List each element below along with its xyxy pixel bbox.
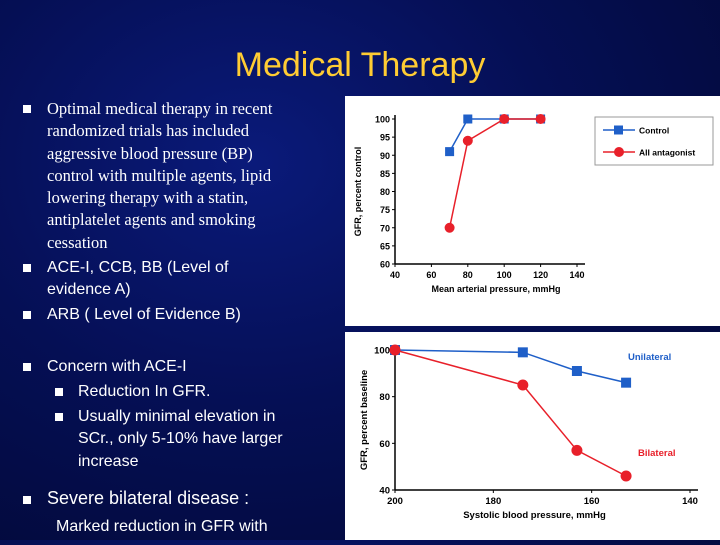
bullet-line: Marked reduction in GFR with bbox=[56, 518, 268, 535]
legend-marker bbox=[614, 147, 624, 157]
data-point bbox=[571, 366, 582, 376]
data-point bbox=[571, 444, 583, 456]
y-tick-label: 70 bbox=[380, 223, 390, 233]
bullet-marker bbox=[55, 413, 63, 421]
y-tick-label: 80 bbox=[379, 392, 390, 403]
slide-title: Medical Therapy bbox=[234, 46, 486, 84]
y-axis-label: GFR, percent control bbox=[353, 147, 363, 237]
bullet-line: Reduction In GFR. bbox=[78, 383, 211, 400]
bullet-marker bbox=[23, 264, 31, 272]
series-line-unilateral bbox=[394, 349, 627, 384]
series-line-bilateral bbox=[394, 349, 627, 477]
y-tick-label: 60 bbox=[379, 439, 390, 450]
series-label-unilateral: Unilateral bbox=[628, 352, 671, 363]
bullet-line: Concern with ACE-I bbox=[47, 358, 187, 375]
data-point bbox=[620, 470, 632, 482]
bullet-text: ACE-I, CCB, BB (Level of evidence A) bbox=[47, 257, 228, 302]
x-tick-label: 200 bbox=[387, 496, 403, 507]
y-tick-label: 75 bbox=[380, 205, 390, 215]
data-point bbox=[535, 114, 546, 124]
chart-panel-sbp: 40 60 80 100 200 180 160 140 Systolic blood pres… bbox=[345, 332, 720, 540]
bullet-marker bbox=[23, 496, 31, 504]
x-tick-label: 80 bbox=[463, 270, 473, 280]
data-point bbox=[499, 114, 510, 124]
y-tick-label: 100 bbox=[374, 346, 390, 357]
bullet-line: control with multiple agents, lipid bbox=[47, 165, 272, 185]
bullet-marker bbox=[23, 363, 31, 371]
y-tick-label: 85 bbox=[380, 169, 390, 179]
bullet-line: SCr., only 5-10% have larger bbox=[78, 430, 283, 448]
series-label-bilateral: Bilateral bbox=[638, 448, 676, 459]
bullet-marker bbox=[23, 105, 31, 113]
bullet-line: randomized trials has included bbox=[47, 121, 250, 141]
data-point bbox=[517, 347, 528, 358]
bullet-line: antiplatelet agents and smoking bbox=[47, 210, 256, 230]
bullet-line: aggressive blood pressure (BP) bbox=[47, 143, 253, 163]
legend-box bbox=[594, 116, 714, 166]
bullet-text: Concern with ACE-I bbox=[47, 356, 187, 378]
data-point bbox=[463, 114, 473, 124]
y-tick-label: 90 bbox=[380, 151, 390, 161]
bullet-text: Marked reduction in GFR with bbox=[56, 516, 268, 538]
x-tick-label: 120 bbox=[533, 270, 548, 280]
y-tick-label: 65 bbox=[380, 241, 390, 251]
y-tick-label: 60 bbox=[380, 260, 390, 270]
gfr-vs-sbp-chart: 40 60 80 100 200 180 160 140 Systolic blood pres… bbox=[359, 344, 698, 521]
bullet-line: evidence A) bbox=[47, 281, 131, 299]
x-tick-label: 100 bbox=[497, 270, 512, 280]
x-tick-label: 140 bbox=[682, 496, 698, 507]
y-axis-label: GFR, percent baseline bbox=[359, 370, 370, 470]
x-tick-label: 40 bbox=[390, 270, 400, 280]
bullet-line: cessation bbox=[47, 232, 108, 252]
bullet-marker bbox=[23, 311, 31, 319]
data-point bbox=[517, 379, 529, 391]
bullet-line: Usually minimal elevation in bbox=[78, 408, 276, 425]
bullet-line: increase bbox=[78, 452, 139, 470]
x-tick-label: 60 bbox=[426, 270, 436, 280]
y-tick-label: 40 bbox=[379, 486, 390, 497]
y-tick-label: 95 bbox=[380, 133, 390, 143]
bullet-text: Optimal medical therapy in recent random… bbox=[47, 98, 272, 254]
bullet-line: lowering therapy with a statin, bbox=[47, 188, 249, 208]
bullet-line: Optimal medical therapy in recent bbox=[47, 99, 273, 118]
chart-panel-map: 60 65 70 75 80 85 90 95 100 40 60 80 100 120 140 Mean a… bbox=[345, 96, 720, 326]
bullet-text: ARB ( Level of Evidence B) bbox=[47, 304, 241, 326]
data-point bbox=[444, 222, 455, 233]
bullet-text: Usually minimal elevation in SCr., only … bbox=[78, 406, 283, 473]
data-point bbox=[462, 135, 473, 146]
legend-marker bbox=[614, 125, 623, 135]
legend-label: Control bbox=[639, 126, 669, 136]
y-tick-label: 80 bbox=[380, 187, 390, 197]
bullet-text: Severe bilateral disease : bbox=[47, 486, 249, 510]
bullet-line: Severe bilateral disease : bbox=[47, 488, 250, 508]
x-tick-label: 140 bbox=[569, 270, 584, 280]
bullet-line: ARB ( Level of Evidence B) bbox=[47, 306, 241, 323]
x-tick-label: 180 bbox=[485, 496, 501, 507]
data-point bbox=[389, 344, 401, 356]
series-line-aii-antagonist bbox=[448, 118, 541, 228]
data-point bbox=[445, 147, 455, 157]
bullet-line: ACE-I, CCB, BB (Level of bbox=[47, 259, 229, 276]
x-axis-label: Systolic blood pressure, mmHg bbox=[463, 510, 606, 521]
x-axis-label: Mean arterial pressure, mmHg bbox=[431, 284, 560, 294]
x-tick-label: 160 bbox=[584, 496, 600, 507]
bullet-marker bbox=[55, 388, 63, 396]
bullet-text: Reduction In GFR. bbox=[78, 381, 211, 403]
data-point bbox=[621, 377, 632, 388]
legend-label: AII antagonist bbox=[639, 148, 695, 158]
y-tick-label: 100 bbox=[375, 115, 390, 125]
